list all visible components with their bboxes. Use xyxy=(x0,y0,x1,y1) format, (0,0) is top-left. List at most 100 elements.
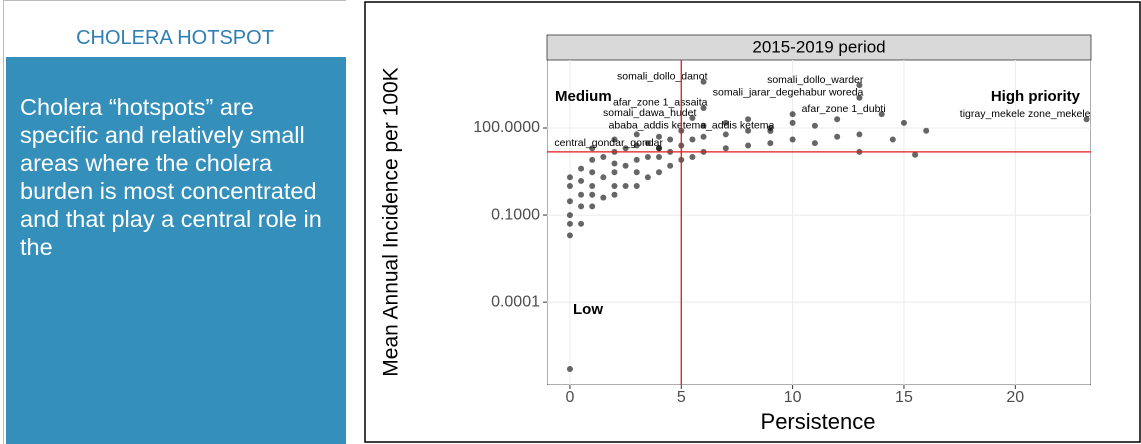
plot-area: somali_dollo_danot somali_dollo_wardersom… xyxy=(547,60,1091,385)
point xyxy=(578,203,585,210)
point xyxy=(700,122,707,129)
point xyxy=(689,136,696,143)
point xyxy=(745,142,752,149)
y-tick-label: 100.0000 xyxy=(473,119,540,136)
sidebar-heading: CHOLERA HOTSPOT xyxy=(76,27,274,49)
point xyxy=(656,133,663,140)
y-tick-label: 0.0001 xyxy=(491,293,540,310)
point xyxy=(600,194,607,201)
point xyxy=(611,136,618,143)
point xyxy=(611,183,618,190)
point xyxy=(767,140,774,147)
x-tick-label: 0 xyxy=(565,389,574,406)
point xyxy=(878,111,885,118)
point-label: afar_zone 1_assaita xyxy=(613,97,708,109)
point xyxy=(856,94,863,101)
point-label: somali_dollo_warder xyxy=(767,74,864,86)
point xyxy=(566,232,573,239)
point xyxy=(633,156,640,163)
info-box: Cholera “hotspots” are specific and rela… xyxy=(6,57,346,444)
point xyxy=(589,203,596,210)
y-axis-label: Mean Annual Incidence per 100K xyxy=(380,67,403,376)
point xyxy=(722,119,729,126)
y-tick-label: 0.1000 xyxy=(491,206,540,223)
point xyxy=(611,160,618,167)
point xyxy=(656,145,663,152)
point xyxy=(633,142,640,149)
info-text: Cholera “hotspots” are specific and rela… xyxy=(20,94,322,260)
panel xyxy=(547,60,1091,385)
point xyxy=(566,198,573,205)
point xyxy=(856,82,863,89)
point xyxy=(789,119,796,126)
point xyxy=(566,183,573,190)
point xyxy=(700,78,707,85)
point xyxy=(745,116,752,123)
point xyxy=(633,169,640,176)
point xyxy=(611,191,618,198)
point xyxy=(578,165,585,172)
point xyxy=(589,191,596,198)
point xyxy=(566,220,573,227)
quadrant-label: Medium xyxy=(555,88,612,105)
point xyxy=(589,169,596,176)
x-tick-label: 15 xyxy=(895,389,913,406)
point xyxy=(667,136,674,143)
point xyxy=(644,140,651,147)
point-label: afar_zone 1_dubti xyxy=(802,103,886,115)
x-tick-label: 20 xyxy=(1006,389,1024,406)
point xyxy=(689,154,696,161)
point xyxy=(656,154,663,161)
point xyxy=(912,151,919,158)
point xyxy=(834,133,841,140)
point xyxy=(566,212,573,219)
point xyxy=(700,133,707,140)
point xyxy=(578,191,585,198)
point xyxy=(622,183,629,190)
point xyxy=(578,220,585,227)
point xyxy=(622,145,629,152)
point xyxy=(834,116,841,123)
point xyxy=(667,162,674,169)
point xyxy=(566,365,573,372)
point xyxy=(767,124,774,131)
point xyxy=(811,140,818,147)
point-label: somali_dollo_danot xyxy=(617,71,708,83)
x-tick-label: 10 xyxy=(784,389,802,406)
point xyxy=(589,183,596,190)
point xyxy=(856,131,863,138)
point xyxy=(722,131,729,138)
x-axis-label: Persistence xyxy=(761,409,876,434)
point xyxy=(644,154,651,161)
point xyxy=(900,119,907,126)
point-label: ababa_addis ketema_addis ketema xyxy=(609,120,775,132)
point-label: tigray_mekele zone_mekele xyxy=(960,108,1091,120)
quadrant-label: Low xyxy=(573,301,603,318)
point xyxy=(589,145,596,152)
point xyxy=(633,131,640,138)
point xyxy=(600,154,607,161)
point xyxy=(745,127,752,134)
point xyxy=(578,177,585,184)
point xyxy=(889,136,896,143)
x-tick-label: 5 xyxy=(677,389,686,406)
point xyxy=(722,145,729,152)
point xyxy=(789,111,796,118)
point xyxy=(1083,116,1090,123)
point xyxy=(923,127,930,134)
point xyxy=(633,183,640,190)
point xyxy=(589,156,596,163)
point xyxy=(700,104,707,111)
chart-frame xyxy=(364,1,1141,443)
point xyxy=(622,162,629,169)
point-label: somali_dawa_hudet xyxy=(603,107,696,119)
point xyxy=(566,174,573,181)
point xyxy=(789,136,796,143)
point xyxy=(611,169,618,176)
point-label: somali_jarar_degehabur woreda xyxy=(713,87,864,99)
quadrant-label: High priority xyxy=(991,88,1081,105)
point xyxy=(600,174,607,181)
point xyxy=(811,122,818,129)
